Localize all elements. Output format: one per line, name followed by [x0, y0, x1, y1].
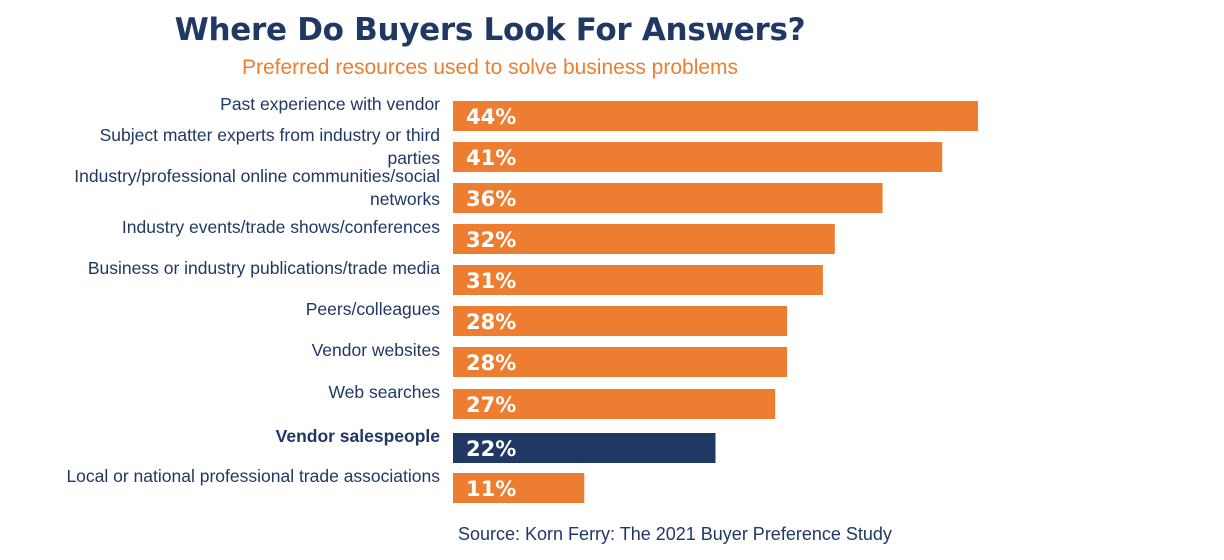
category-label-line: Vendor salespeople [276, 426, 441, 446]
bar-chart: 44% 41% 36% 32% 31% 28% 28% 27% 22% 11% Past expe… [66, 94, 978, 503]
data-label-2: 41% [466, 146, 516, 170]
data-label-7: 28% [466, 351, 516, 375]
data-label-6: 28% [466, 310, 516, 334]
bar-5 [453, 265, 823, 295]
category-label-9: Vendor salespeople [276, 426, 441, 446]
category-label-8: Web searches [328, 382, 440, 402]
data-label-4: 32% [466, 228, 516, 252]
bar-9 [453, 433, 716, 463]
data-label-10: 11% [466, 477, 516, 501]
bars-group: 44% 41% 36% 32% 31% 28% 28% 27% 22% 11% [453, 101, 978, 503]
bar-7 [453, 347, 788, 377]
bar-10 [453, 473, 585, 503]
category-label-line: Past experience with vendor [220, 94, 440, 114]
category-label-line: Vendor websites [312, 340, 441, 360]
data-label-5: 31% [466, 269, 516, 293]
category-label-1: Past experience with vendor [220, 94, 440, 114]
data-label-9: 22% [466, 437, 516, 461]
bar-6 [453, 306, 788, 336]
chart-title: Where Do Buyers Look For Answers? [174, 12, 806, 48]
bar-2 [453, 142, 943, 172]
category-label-7: Vendor websites [312, 340, 441, 360]
bar-8 [453, 389, 776, 419]
category-label-2: Subject matter experts from industry or … [100, 125, 441, 168]
bar-4 [453, 224, 835, 254]
category-label-line: Web searches [328, 382, 440, 402]
data-label-8: 27% [466, 393, 516, 417]
data-label-1: 44% [466, 105, 516, 129]
category-label-line: Subject matter experts from industry or … [100, 125, 440, 145]
category-label-line: Local or national professional trade ass… [66, 466, 440, 486]
category-label-10: Local or national professional trade ass… [66, 466, 440, 486]
category-label-line: Industry/professional online communities… [74, 166, 440, 186]
chart-subtitle: Preferred resources used to solve busine… [241, 56, 739, 79]
data-label-3: 36% [466, 187, 516, 211]
bar-3 [453, 183, 883, 213]
category-label-5: Business or industry publications/trade … [88, 258, 440, 278]
category-label-line: Peers/colleagues [306, 299, 440, 319]
source-note: Source: Korn Ferry: The 2021 Buyer Prefe… [458, 524, 892, 544]
category-label-4: Industry events/trade shows/conferences [122, 217, 440, 237]
category-label-line: Business or industry publications/trade … [88, 258, 440, 278]
category-label-line: Industry events/trade shows/conferences [122, 217, 440, 237]
category-label-line: parties [387, 148, 440, 168]
category-label-6: Peers/colleagues [306, 299, 440, 319]
bar-1 [453, 101, 978, 131]
category-labels-group: Past experience with vendor Subject matte… [66, 94, 440, 486]
category-label-3: Industry/professional online communities… [74, 166, 440, 209]
category-label-line: networks [370, 189, 440, 209]
